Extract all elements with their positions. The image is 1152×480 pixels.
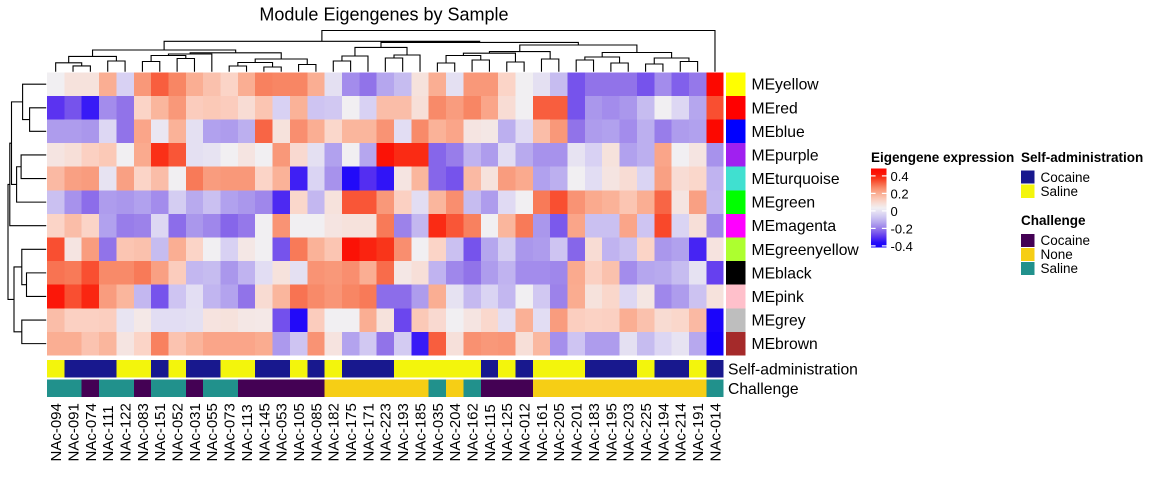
svg-text:Cocaine: Cocaine xyxy=(1041,233,1091,248)
svg-text:NAc-113: NAc-113 xyxy=(239,404,256,461)
svg-text:NAc-194: NAc-194 xyxy=(655,403,672,461)
svg-text:NAc-105: NAc-105 xyxy=(291,403,308,461)
svg-text:NAc-031: NAc-031 xyxy=(187,403,204,461)
svg-text:MEpurple: MEpurple xyxy=(752,147,819,164)
svg-text:NAc-073: NAc-073 xyxy=(222,403,239,461)
svg-text:NAc-191: NAc-191 xyxy=(690,403,707,461)
svg-text:NAc-115: NAc-115 xyxy=(482,404,499,461)
svg-text:NAc-185: NAc-185 xyxy=(412,403,429,461)
svg-text:NAc-145: NAc-145 xyxy=(256,403,273,461)
svg-text:NAc-225: NAc-225 xyxy=(638,403,655,461)
svg-text:MEgreen: MEgreen xyxy=(752,195,816,212)
svg-text:NAc-091: NAc-091 xyxy=(65,403,82,461)
svg-text:Saline: Saline xyxy=(1041,261,1079,276)
svg-text:NAc-053: NAc-053 xyxy=(274,403,291,461)
svg-text:NAc-171: NAc-171 xyxy=(360,403,377,461)
svg-text:NAc-052: NAc-052 xyxy=(170,403,187,461)
svg-text:0.4: 0.4 xyxy=(891,169,909,184)
svg-text:MEyellow: MEyellow xyxy=(752,77,820,94)
svg-text:NAc-201: NAc-201 xyxy=(569,403,586,461)
svg-text:NAc-223: NAc-223 xyxy=(378,403,395,461)
svg-text:Challenge: Challenge xyxy=(1021,213,1086,228)
svg-text:NAc-074: NAc-074 xyxy=(83,403,100,461)
svg-text:NAc-111: NAc-111 xyxy=(100,405,117,461)
svg-text:Challenge: Challenge xyxy=(728,381,799,398)
svg-text:MEgrey: MEgrey xyxy=(752,313,806,330)
svg-text:0.2: 0.2 xyxy=(891,186,909,201)
svg-text:NAc-122: NAc-122 xyxy=(117,403,134,461)
svg-text:Saline: Saline xyxy=(1041,184,1079,199)
svg-text:NAc-193: NAc-193 xyxy=(395,403,412,461)
svg-text:Self-administration: Self-administration xyxy=(728,361,858,378)
svg-text:NAc-094: NAc-094 xyxy=(48,403,65,461)
svg-text:NAc-175: NAc-175 xyxy=(343,403,360,461)
svg-text:NAc-125: NAc-125 xyxy=(499,403,516,461)
svg-text:NAc-162: NAc-162 xyxy=(464,403,481,461)
svg-text:MEgreenyellow: MEgreenyellow xyxy=(752,242,860,259)
svg-text:NAc-214: NAc-214 xyxy=(673,403,690,461)
svg-text:NAc-055: NAc-055 xyxy=(204,403,221,461)
svg-text:NAc-151: NAc-151 xyxy=(152,403,169,461)
svg-text:NAc-085: NAc-085 xyxy=(308,403,325,461)
svg-text:MEturquoise: MEturquoise xyxy=(752,171,840,188)
svg-text:NAc-195: NAc-195 xyxy=(603,403,620,461)
svg-text:NAc-205: NAc-205 xyxy=(551,403,568,461)
svg-text:MEmagenta: MEmagenta xyxy=(752,218,837,235)
svg-text:NAc-012: NAc-012 xyxy=(517,403,534,461)
svg-text:MEblue: MEblue xyxy=(752,124,805,141)
svg-text:NAc-014: NAc-014 xyxy=(707,403,724,461)
svg-text:0: 0 xyxy=(891,204,898,219)
svg-text:-0.4: -0.4 xyxy=(891,239,913,254)
svg-text:MEpink: MEpink xyxy=(752,289,804,306)
svg-text:NAc-083: NAc-083 xyxy=(135,403,152,461)
svg-text:Self-administration: Self-administration xyxy=(1021,150,1143,165)
svg-text:Module Eigengenes by Sample: Module Eigengenes by Sample xyxy=(259,5,508,25)
svg-text:-0.2: -0.2 xyxy=(891,221,913,236)
svg-text:NAc-182: NAc-182 xyxy=(326,403,343,461)
svg-text:NAc-161: NAc-161 xyxy=(534,403,551,461)
svg-text:NAc-204: NAc-204 xyxy=(447,403,464,461)
svg-text:MEbrown: MEbrown xyxy=(752,336,818,353)
svg-text:Cocaine: Cocaine xyxy=(1041,170,1091,185)
svg-text:MEblack: MEblack xyxy=(752,265,812,282)
svg-text:NAc-183: NAc-183 xyxy=(586,403,603,461)
svg-text:MEred: MEred xyxy=(752,100,798,117)
svg-text:NAc-203: NAc-203 xyxy=(621,403,638,461)
svg-text:NAc-035: NAc-035 xyxy=(430,403,447,461)
svg-text:Eigengene expression: Eigengene expression xyxy=(871,150,1014,165)
svg-text:None: None xyxy=(1041,247,1073,262)
